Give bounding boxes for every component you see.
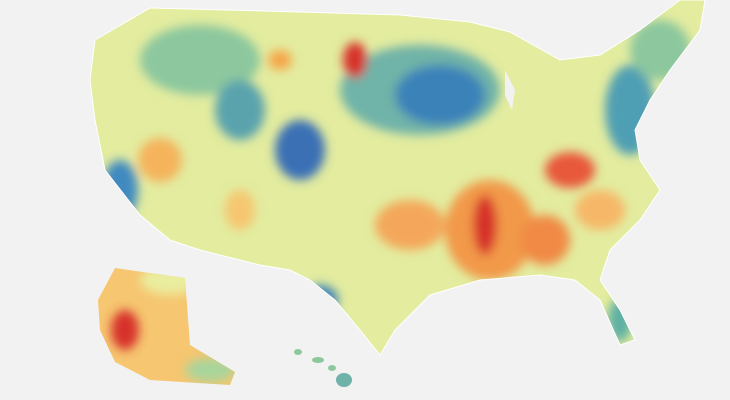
patch bbox=[343, 42, 367, 78]
island bbox=[336, 373, 352, 387]
island bbox=[312, 357, 324, 363]
island bbox=[328, 365, 336, 371]
patch bbox=[395, 65, 485, 125]
patch bbox=[545, 152, 595, 188]
us-outline bbox=[89, 0, 706, 356]
patch bbox=[275, 120, 325, 180]
patch bbox=[268, 50, 292, 70]
patch bbox=[520, 215, 570, 265]
patch bbox=[138, 138, 182, 182]
patch bbox=[473, 195, 497, 255]
hawaii bbox=[294, 349, 352, 387]
patch bbox=[375, 200, 445, 250]
color-patches bbox=[102, 20, 690, 342]
patch bbox=[215, 80, 265, 140]
patch bbox=[140, 25, 260, 95]
patch bbox=[225, 190, 255, 230]
lake-michigan bbox=[505, 70, 515, 110]
patch bbox=[575, 190, 625, 230]
island bbox=[294, 349, 302, 355]
patch bbox=[111, 310, 139, 350]
